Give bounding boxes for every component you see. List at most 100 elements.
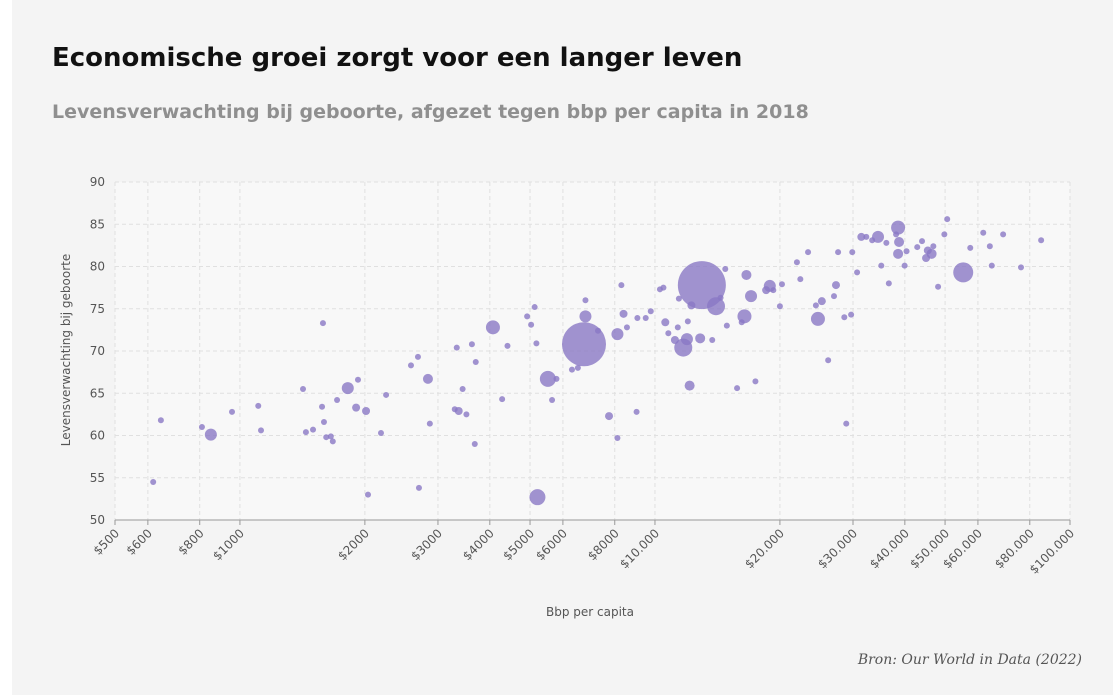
point [468, 341, 475, 348]
point [980, 229, 987, 236]
point [619, 309, 628, 318]
y-tick-label: 90 [90, 175, 105, 189]
point [935, 283, 942, 290]
point [594, 327, 601, 334]
point [529, 489, 546, 506]
y-tick-label: 75 [90, 302, 105, 316]
point [634, 315, 641, 322]
point [582, 297, 589, 304]
point [903, 248, 910, 255]
point [926, 248, 937, 259]
point [810, 311, 825, 326]
point [797, 276, 804, 283]
point [841, 314, 848, 321]
point [722, 266, 729, 273]
y-tick-label: 80 [90, 260, 105, 274]
point [568, 366, 575, 373]
point [302, 429, 309, 436]
point [499, 396, 506, 403]
point [893, 231, 900, 238]
point [770, 287, 777, 294]
point [849, 249, 856, 256]
point [752, 378, 759, 385]
point [414, 353, 421, 360]
point [675, 295, 682, 302]
point [901, 262, 908, 269]
point [883, 239, 890, 246]
point [817, 297, 826, 306]
point [695, 333, 706, 344]
point [941, 231, 948, 238]
point [614, 435, 621, 442]
point [944, 216, 951, 223]
point [930, 243, 937, 250]
point [647, 308, 654, 315]
point [778, 281, 785, 288]
point [684, 318, 691, 325]
point [157, 417, 164, 424]
point [463, 411, 470, 418]
chart-title: Economische groei zorgt voor een langer … [52, 43, 742, 73]
point [717, 294, 724, 301]
point [986, 243, 993, 250]
point [674, 324, 681, 331]
point [459, 386, 466, 393]
point [531, 304, 538, 311]
point [334, 397, 341, 404]
point [422, 373, 433, 384]
point [737, 309, 752, 324]
point [352, 403, 361, 412]
point [320, 418, 327, 425]
point [453, 344, 460, 351]
point [967, 244, 974, 251]
point [1038, 237, 1045, 244]
point [831, 281, 840, 290]
point [988, 262, 995, 269]
point [561, 322, 606, 367]
point [415, 484, 422, 491]
point [150, 478, 157, 485]
point [426, 420, 433, 427]
point [661, 318, 670, 327]
point [524, 313, 531, 320]
point [300, 386, 307, 393]
point [553, 375, 560, 382]
point [776, 303, 783, 310]
point [605, 412, 614, 421]
y-tick-label: 70 [90, 344, 105, 358]
point [872, 230, 885, 243]
point [633, 408, 640, 415]
point [485, 320, 500, 335]
point [198, 424, 205, 431]
point [665, 330, 672, 337]
point [854, 269, 861, 276]
point [878, 262, 885, 269]
point [707, 297, 726, 316]
point [642, 315, 649, 322]
point [471, 440, 478, 447]
point [623, 324, 630, 331]
point [745, 290, 758, 303]
point [310, 426, 317, 433]
point [793, 259, 800, 266]
point [407, 362, 414, 369]
point [323, 434, 330, 441]
point [843, 420, 850, 427]
point [472, 358, 479, 365]
point [255, 402, 262, 409]
point [741, 269, 752, 280]
point [329, 438, 336, 445]
point [684, 380, 695, 391]
point [454, 406, 463, 415]
point [825, 357, 832, 364]
x-axis-title: Bbp per capita [546, 605, 634, 619]
point [504, 342, 511, 349]
point [894, 236, 905, 247]
point [354, 376, 361, 383]
point [365, 491, 372, 498]
point [319, 320, 326, 327]
point [549, 397, 556, 404]
point [857, 232, 866, 241]
